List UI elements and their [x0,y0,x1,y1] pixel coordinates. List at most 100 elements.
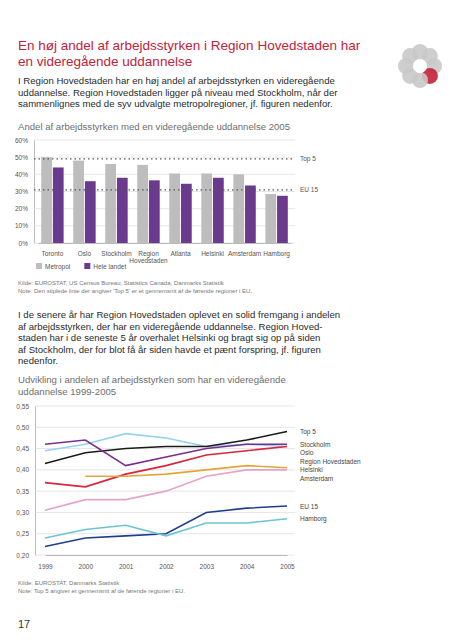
x-axis-line [46,555,288,556]
line-series [45,440,287,466]
paragraph-line: I Region Hovedstaden har en høj andel af… [18,75,335,86]
y-tick: 0,30 [16,509,35,516]
series-label: Helsinki [300,466,323,473]
bar [149,180,160,243]
bar [117,178,128,243]
paragraph-line: I de senere år har Region Hovedstaden op… [18,309,340,320]
logo-icon [398,44,442,88]
bar [245,185,256,243]
x-tick-label: RegionHovedstaden [129,250,168,264]
y-tick-label: 0,50 [16,424,29,431]
reference-label: EU 15 [300,186,318,193]
bar [73,161,84,243]
x-tick-label: Helsinki [201,250,224,257]
y-axis: 0% 10% 20% 30% 40% 50% 60% [15,137,35,247]
grid-line [35,512,295,513]
x-tick: Oslo [78,243,92,257]
y-tick-label: 0,25 [16,530,29,537]
series-label: Top 5 [300,428,316,436]
grid-line [34,157,295,158]
reference-label: Top 5 [300,155,316,163]
grid-line [34,191,295,192]
paragraph-line: af Stockholm, der for blot få år siden h… [18,344,321,355]
source: Kilde: EUROSTAT, Danmarks Statistik [18,580,120,586]
bar [277,196,288,243]
paragraph-line: sammenlignes med de syv udvalgte metropo… [18,98,333,109]
x-tick: Atlanta [170,243,191,257]
y-tick-label: 0,35 [16,488,29,495]
x-tick: 2000 [79,555,94,570]
grid-line [35,555,295,556]
grid-line [34,225,295,226]
x-tick: RegionHovedstaden [129,243,168,264]
y-tick: 0,55 [16,403,35,410]
y-tick: 60% [15,137,34,144]
x-tick-label: Oslo [78,250,92,257]
bar [137,165,148,243]
x-tick: 2001 [119,555,134,570]
page-title: En høj andel af arbejdsstyrken i Region … [18,38,361,53]
y-tick-label: 50% [15,154,28,161]
line-series [85,466,287,477]
y-tick: 0,40 [16,466,35,473]
y-tick: 0,35 [16,488,35,495]
x-tick-label: 2001 [119,563,134,570]
y-tick: 0,20 [16,552,35,559]
grid-line [34,174,295,175]
y-axis-line [35,407,36,556]
y-tick-label: 0,30 [16,509,29,516]
note: Note: Den stiplede linie der angiver 'To… [18,288,252,294]
paragraph-line: af arbejdsstyrken, der har en videregåen… [18,321,323,332]
x-tick-label: 2005 [280,563,295,570]
grid-line [34,243,295,244]
y-tick-label: 30% [15,188,28,195]
paragraph-line: nedenfor. [18,355,58,366]
x-tick-label: 1999 [38,563,53,570]
logo-center [413,59,427,73]
legend-swatch [36,263,42,269]
line-series [45,446,287,486]
line-series [45,506,287,546]
x-tick: 2004 [240,555,255,570]
note: Note: Top 5 angiver et gennemsnit af de … [18,588,185,594]
plot-area [34,157,295,243]
line-series [45,470,287,510]
reference-line [34,189,295,190]
chart-title: Andel af arbejdsstyrken med en videregåe… [18,121,290,132]
grid-line [34,140,295,141]
line-series [45,519,287,538]
y-axis: 0,20 0,25 0,30 0,35 0,40 0,45 0,50 0,55 [16,403,35,559]
chart-title: uddannelse 1999-2005 [18,386,116,397]
y-tick-label: 20% [15,205,28,212]
grid-line [34,208,295,209]
series-label: Amsterdam [300,475,333,482]
y-tick-label: 0% [19,240,29,247]
reference-line [34,158,295,159]
y-tick: 0% [19,240,34,247]
page-title: en videregående uddannelse [18,54,192,69]
bar [105,164,116,243]
x-tick-label: Amsterdam [228,250,261,257]
y-tick-label: 0,40 [16,466,29,473]
x-tick: 1999 [38,555,53,570]
y-axis-line [34,141,35,244]
bar [201,173,212,243]
y-tick: 50% [15,154,34,161]
y-tick: 30% [15,188,34,195]
bar [53,167,64,243]
bar [169,173,180,243]
bar [265,194,276,243]
x-axis: TorontoOsloStockholmRegionHovedstadenAtl… [39,243,292,264]
legend-label: Hele landet [93,263,126,270]
x-tick-label: 2002 [159,563,174,570]
bar [85,181,96,243]
series-label: Stockholm [300,441,330,448]
y-tick: 10% [15,222,34,229]
y-tick: 0,45 [16,445,35,452]
bar [233,174,244,243]
chart-title: Udvikling i andelen af arbejdsstyrken so… [18,374,286,385]
y-tick: 40% [15,171,34,178]
page-number: 17 [18,618,30,630]
x-tick: 2003 [200,555,215,570]
x-tick: Hamborg [263,243,290,258]
